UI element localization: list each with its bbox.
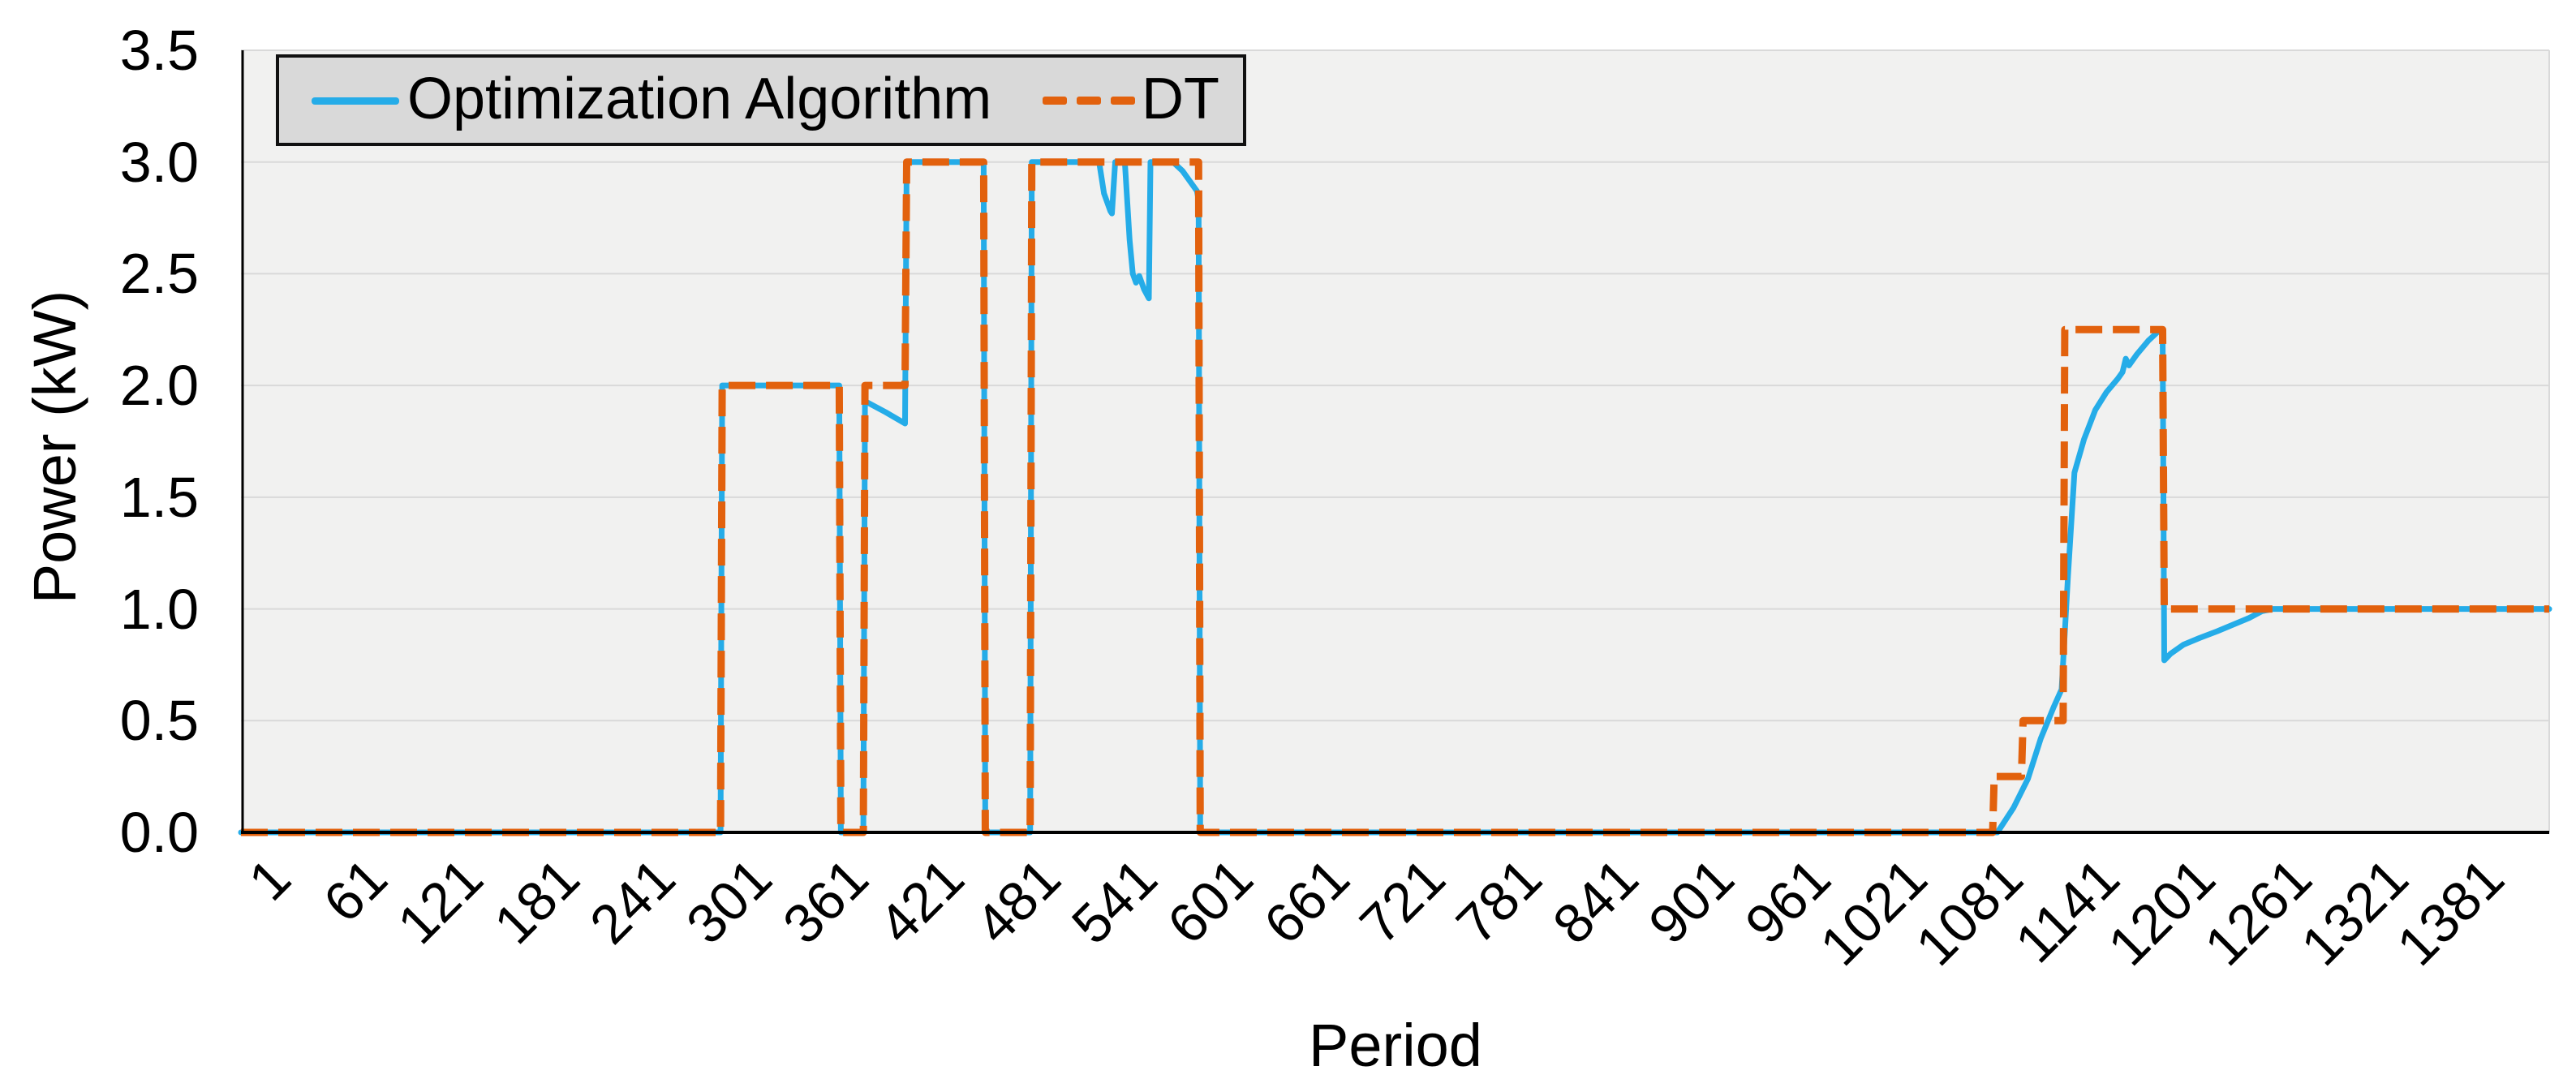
plot-background <box>241 50 2549 832</box>
legend: Optimization Algorithm DT <box>276 54 1246 146</box>
y-tick-label-0.0: 0.0 <box>119 801 199 864</box>
plot-area <box>238 49 2552 837</box>
y-tick-label-1.5: 1.5 <box>119 465 199 529</box>
legend-label-optimization-algorithm: Optimization Algorithm <box>407 67 992 131</box>
legend-solid-line-sample <box>312 97 399 105</box>
y-tick-label-3.5: 3.5 <box>119 19 199 82</box>
y-tick-label-1.0: 1.0 <box>119 577 199 641</box>
legend-dashed-line-sample <box>1111 97 1135 105</box>
y-tick-label-2.5: 2.5 <box>119 242 199 306</box>
legend-dashed-line-sample <box>1077 97 1101 105</box>
y-tick-label-2.0: 2.0 <box>119 354 199 418</box>
y-tick-label-3.0: 3.0 <box>119 130 199 194</box>
legend-label-dt: DT <box>1142 67 1219 131</box>
chart-plot-svg <box>238 49 2552 836</box>
x-axis-title: Period <box>1309 1012 1482 1079</box>
legend-dashed-line-sample <box>1043 97 1067 105</box>
y-tick-label-0.5: 0.5 <box>119 689 199 753</box>
